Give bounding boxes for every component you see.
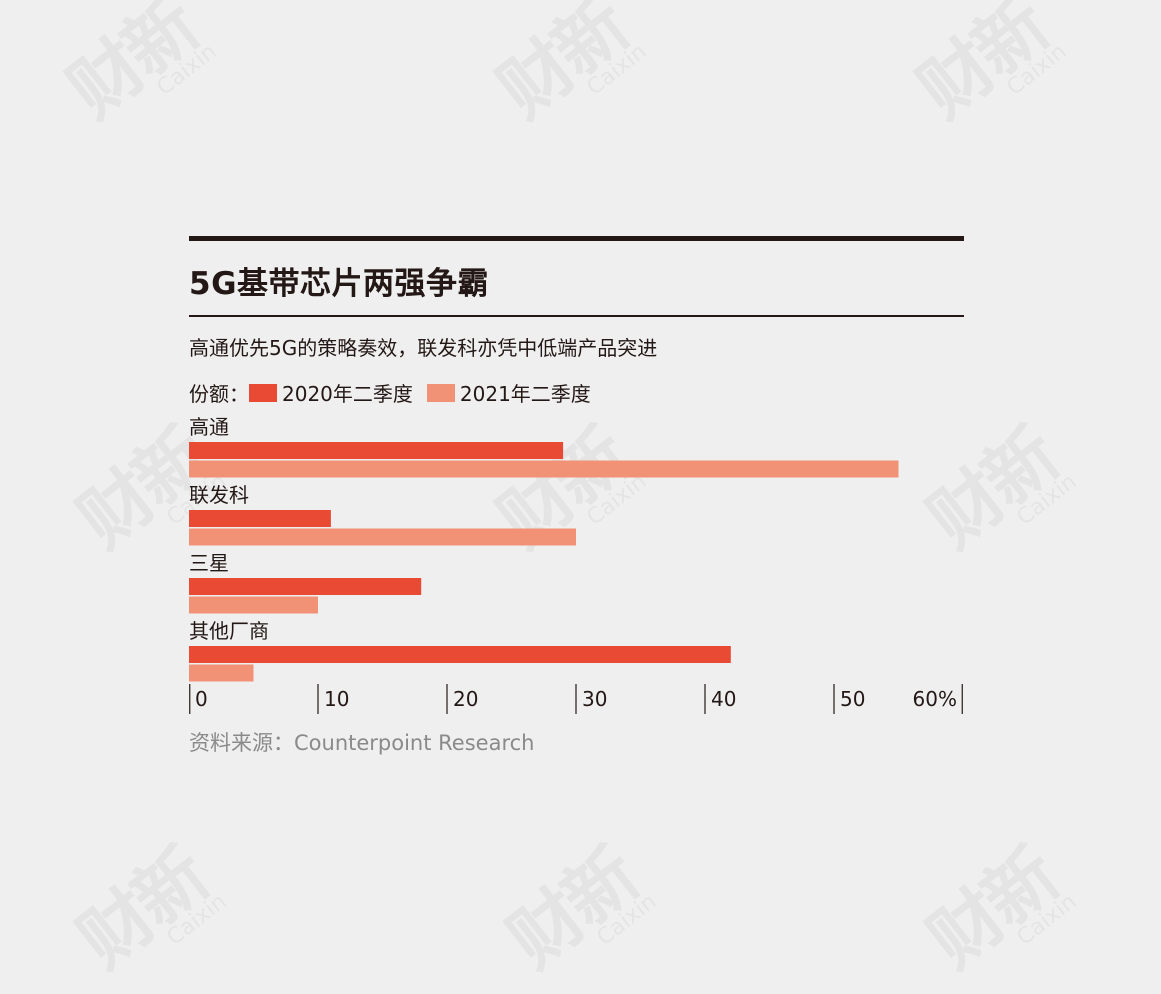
watermark-text: Caixin xyxy=(592,889,661,951)
watermark: 财新Caixin xyxy=(483,0,651,144)
legend-prefix: 份额： xyxy=(189,382,249,406)
watermark: 财新Caixin xyxy=(913,834,1081,994)
bar-2020 xyxy=(189,510,331,527)
bar-2020 xyxy=(189,578,422,595)
x-tick-label: 20 xyxy=(453,687,478,711)
bar-2021 xyxy=(189,528,576,546)
watermark: 财新Caixin xyxy=(53,0,222,144)
x-tick-label: 10 xyxy=(324,687,349,711)
watermark-text: 财新 xyxy=(53,0,212,134)
category-label: 联发科 xyxy=(189,483,249,507)
category-label: 其他厂商 xyxy=(189,619,269,643)
legend-swatch-2021 xyxy=(426,383,455,402)
watermark: 财新Caixin xyxy=(903,0,1071,144)
legend-label-2021: 2021年二季度 xyxy=(459,382,591,406)
watermark-text: 财新 xyxy=(483,0,642,134)
chart-title: 5G基带芯片两强争霸 xyxy=(189,266,490,302)
watermark-text: Caixin xyxy=(152,39,221,101)
watermark-text: 财新 xyxy=(903,0,1062,134)
legend-label-2020: 2020年二季度 xyxy=(282,382,413,406)
chart-subtitle: 高通优先5G的策略奏效，联发科亦凭中低端产品突进 xyxy=(189,336,658,360)
legend-item-2020: 2020年二季度 xyxy=(249,378,413,407)
watermark-text: Caixin xyxy=(162,889,231,951)
watermark-text: Caixin xyxy=(1012,889,1081,951)
bar-2020 xyxy=(189,646,731,663)
watermark: 财新Caixin xyxy=(493,834,661,994)
legend: 份额： 2020年二季度 2021年二季度 xyxy=(189,378,605,407)
legend-swatch-2020 xyxy=(249,383,277,402)
watermark-text: Caixin xyxy=(1002,39,1071,101)
bar-2021 xyxy=(189,664,254,682)
watermark-text: 财新 xyxy=(913,834,1072,984)
legend-item-2021: 2021年二季度 xyxy=(426,378,591,407)
bar-2020 xyxy=(189,442,564,459)
top-rule xyxy=(189,236,964,241)
watermark-text: Caixin xyxy=(1012,469,1081,531)
watermark: 财新Caixin xyxy=(63,834,232,994)
bar-2021 xyxy=(189,460,899,478)
x-tick-label: 60% xyxy=(913,687,957,711)
category-label: 三星 xyxy=(189,551,229,575)
watermark-text: Caixin xyxy=(582,39,651,101)
category-label: 高通 xyxy=(189,415,229,439)
source-note: 资料来源：Counterpoint Research xyxy=(189,731,535,755)
x-tick-label: 30 xyxy=(582,687,607,711)
x-tick-label: 50 xyxy=(840,687,865,711)
x-tick-label: 40 xyxy=(711,687,736,711)
watermark-text: 财新 xyxy=(493,834,652,984)
title-divider xyxy=(189,315,964,317)
watermark-text: 财新 xyxy=(63,834,222,984)
x-tick-label: 0 xyxy=(195,687,208,711)
bar-2021 xyxy=(189,596,318,614)
